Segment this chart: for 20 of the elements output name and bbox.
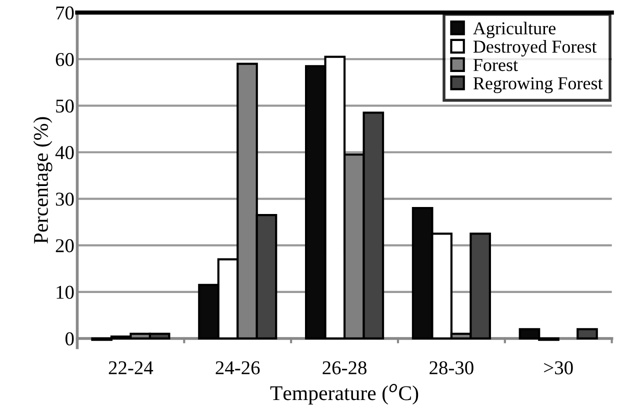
y-tick-label: 0 (65, 332, 74, 346)
x-axis-title: Temperature ($^{o}$C) (270, 384, 418, 404)
x-tick-label: 28-30 (430, 361, 474, 374)
y-tick-label: 40 (55, 146, 74, 160)
legend-label: Agriculture (473, 22, 556, 38)
y-tick-label: 30 (56, 192, 74, 206)
y-tick-label: 50 (56, 99, 74, 113)
x-tick-label: 26-28 (322, 361, 366, 374)
y-tick-label: 60 (56, 52, 74, 66)
y-tick-label: 10 (56, 286, 74, 299)
legend-label: Regrowing Forest (473, 77, 603, 94)
y-axis-title: Percentage (%) (33, 117, 52, 244)
legend-label: Destroyed Forest (473, 40, 597, 56)
y-tick-label: 20 (56, 239, 74, 252)
bar (576, 328, 598, 340)
x-tick-label: >30 (544, 361, 573, 374)
x-tick-label: 24-26 (216, 361, 260, 374)
x-tick-label: 22-24 (108, 361, 154, 374)
legend-label: Forest (473, 59, 518, 72)
y-tick-label: 70 (56, 6, 74, 20)
